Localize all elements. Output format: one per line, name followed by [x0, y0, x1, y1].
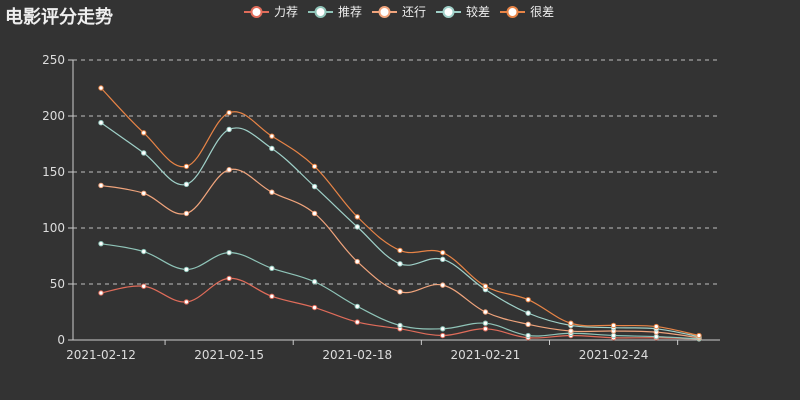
data-point: [98, 182, 104, 189]
legend-item[interactable]: 力荐: [244, 3, 298, 20]
legend-item[interactable]: 还行: [372, 3, 426, 20]
legend-marker-icon: [372, 5, 398, 18]
data-point: [354, 303, 360, 310]
data-point: [610, 332, 617, 339]
y-tick-label: 150: [42, 165, 65, 179]
legend: 力荐 推荐 还行 较差 很差: [244, 3, 564, 20]
data-point: [525, 310, 531, 316]
data-point: [397, 247, 403, 254]
data-point: [653, 323, 659, 330]
legend-label: 较差: [466, 5, 491, 19]
data-point: [98, 240, 104, 247]
data-point: [525, 332, 531, 339]
data-point: [183, 266, 190, 273]
data-point: [183, 299, 190, 305]
data-point: [525, 296, 531, 303]
data-point: [183, 210, 190, 217]
legend-label: 还行: [402, 5, 427, 19]
data-point: [397, 322, 403, 329]
data-point: [653, 333, 659, 340]
y-tick-label: 0: [57, 333, 65, 347]
x-tick-label: 2021-02-21: [451, 348, 521, 362]
chart-title: 电影评分走势: [5, 7, 113, 28]
data-point: [354, 224, 360, 230]
data-point: [354, 214, 360, 220]
data-point: [226, 126, 232, 133]
legend-item[interactable]: 很差: [500, 3, 554, 20]
x-tick-label: 2021-02-24: [579, 348, 649, 362]
data-point: [269, 133, 275, 139]
data-point: [311, 163, 318, 170]
legend-label: 很差: [530, 5, 555, 19]
legend-marker-icon: [244, 5, 269, 18]
x-tick-label: 2021-02-18: [322, 348, 392, 362]
data-point: [141, 190, 147, 196]
data-point: [568, 328, 574, 334]
x-tick-label: 2021-02-12: [66, 348, 136, 362]
data-point: [482, 320, 489, 326]
y-tick-label: 200: [42, 109, 65, 123]
data-point: [482, 283, 489, 289]
data-point: [397, 289, 403, 295]
data-point: [311, 279, 318, 285]
data-point: [440, 326, 446, 332]
legend-marker-icon: [436, 5, 462, 18]
data-point: [141, 283, 147, 289]
legend-item[interactable]: 推荐: [308, 3, 362, 20]
legend-marker-icon: [308, 5, 334, 18]
data-point: [440, 282, 446, 288]
y-tick-label: 100: [42, 221, 65, 235]
data-point: [482, 326, 489, 332]
data-point: [440, 256, 446, 263]
data-point: [311, 304, 318, 311]
data-point: [226, 167, 232, 173]
data-point: [141, 150, 147, 156]
data-point: [98, 290, 104, 296]
y-tick-label: 250: [42, 53, 65, 67]
data-point: [226, 249, 232, 256]
data-point: [141, 130, 147, 136]
data-point: [482, 309, 489, 315]
data-point: [269, 265, 275, 272]
data-point: [226, 109, 232, 116]
data-point: [440, 332, 446, 339]
data-point: [141, 248, 147, 255]
data-point: [183, 163, 190, 170]
data-point: [98, 85, 104, 91]
data-point: [354, 258, 360, 265]
data-point: [610, 322, 617, 329]
y-tick-label: 50: [50, 277, 65, 291]
x-tick-label: 2021-02-15: [194, 348, 264, 362]
data-point: [183, 181, 190, 188]
data-point: [311, 210, 318, 217]
data-point: [525, 321, 531, 328]
legend-label: 推荐: [338, 5, 363, 19]
data-point: [696, 332, 702, 339]
legend-item[interactable]: 较差: [436, 3, 490, 20]
data-point: [226, 275, 232, 282]
series-line-2: [100, 168, 700, 339]
data-point: [311, 183, 318, 190]
data-point: [354, 319, 360, 325]
data-point: [568, 320, 574, 326]
legend-label: 力荐: [274, 5, 299, 19]
data-point: [397, 261, 403, 267]
data-point: [440, 249, 446, 256]
series-line-3: [100, 122, 700, 338]
data-point: [98, 120, 104, 126]
data-point: [269, 145, 275, 152]
legend-marker-icon: [500, 5, 526, 18]
data-point: [269, 189, 275, 195]
data-point: [269, 293, 275, 300]
